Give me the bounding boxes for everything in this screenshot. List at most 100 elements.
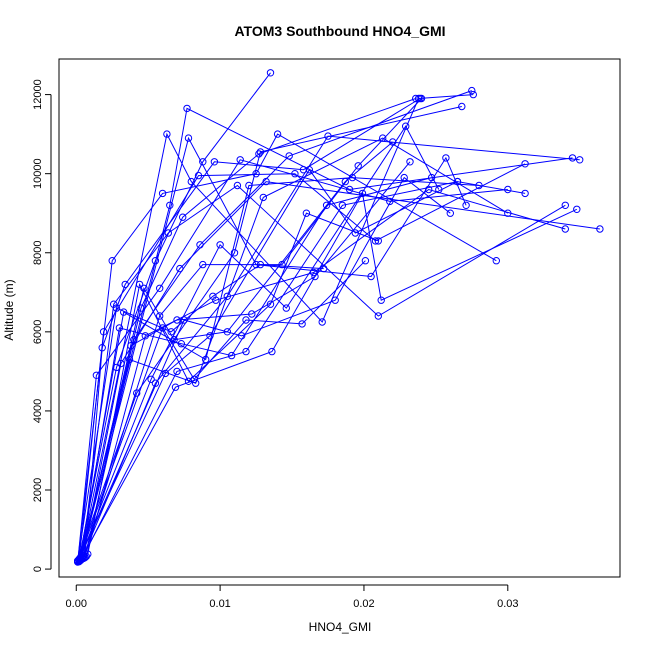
data-point [133,389,141,397]
data-point [278,260,286,269]
y-tick-label: 12000 [32,79,44,110]
series-line [80,177,432,560]
data-point [273,130,282,138]
data-point [406,158,414,166]
data-point [252,170,260,178]
data-point [167,328,175,336]
data-point [351,229,359,237]
data-point [236,156,244,164]
data-point [141,332,150,340]
data-point [98,344,106,352]
series-line [78,107,573,561]
chart-title: ATOM3 Southbound HNO4_GMI [234,23,445,39]
y-tick-label: 0 [32,566,44,572]
data-point [255,150,263,158]
data-point [302,209,311,217]
data-point [402,122,410,130]
series-line [78,260,366,560]
data-point [192,379,200,387]
data-point [469,90,477,99]
data-point [177,340,186,348]
series-line [85,188,566,557]
series-line [83,181,526,557]
data-point [358,189,367,198]
data-point [140,284,148,292]
data-point [238,332,246,340]
data-point [291,170,299,178]
data-point [173,316,181,324]
plot-lines [77,72,600,563]
data-point [345,185,354,194]
data-point [199,158,207,166]
data-point [425,185,433,194]
plot-points [74,69,604,566]
data-point [176,264,184,273]
data-point [99,328,108,336]
data-point [311,272,319,281]
data-point [163,130,171,138]
data-point [252,260,260,269]
data-point [268,347,276,356]
data-point [285,152,293,160]
data-point [386,197,394,206]
data-point [166,201,174,210]
y-tick-label: 10000 [32,158,44,189]
series-line [80,94,474,559]
data-point [161,369,170,378]
y-tick-label: 6000 [32,320,44,344]
data-point [184,134,193,142]
data-point [299,166,308,174]
data-point [568,154,577,162]
data-point [171,383,180,391]
series-line [80,161,411,561]
data-point [374,237,382,245]
data-point [127,342,135,350]
data-point [190,375,198,383]
data-point [341,177,349,186]
data-point [158,189,167,198]
data-point [596,225,604,233]
data-point [108,257,116,265]
data-point [121,280,129,289]
data-point [92,371,101,379]
series-line [80,98,416,561]
data-point [259,193,267,202]
data-point [389,138,397,146]
data-point [202,355,210,364]
series-line [77,168,458,562]
data-point [266,69,275,77]
data-point [216,241,224,249]
data-point [230,249,239,257]
data-point [84,550,92,558]
data-point [377,296,385,304]
series-line [78,177,480,562]
data-point [130,336,138,344]
data-point [561,225,569,233]
series-line [77,133,497,562]
data-point [322,201,331,210]
data-point [442,154,450,162]
data-point [348,173,357,182]
data-point [262,177,270,186]
x-tick-label: 0.01 [209,598,230,610]
x-tick-label: 0.02 [353,598,374,610]
data-point [576,156,584,164]
y-axis: 0 2000 4000 6000 8000 10000 12000 [32,79,52,572]
data-point [151,257,160,265]
series-line [78,163,526,560]
data-point [320,264,328,273]
data-point [427,173,436,182]
data-point [414,94,423,103]
data-point [256,148,265,156]
series-line [77,264,324,562]
y-tick-label: 8000 [32,241,44,265]
data-point [180,316,188,324]
data-point [367,272,375,281]
data-point [324,132,332,140]
data-point [309,268,318,277]
y-axis-label: Altitude (m) [2,279,16,340]
data-point [354,162,362,170]
data-point [282,304,290,312]
series-line [77,159,508,563]
